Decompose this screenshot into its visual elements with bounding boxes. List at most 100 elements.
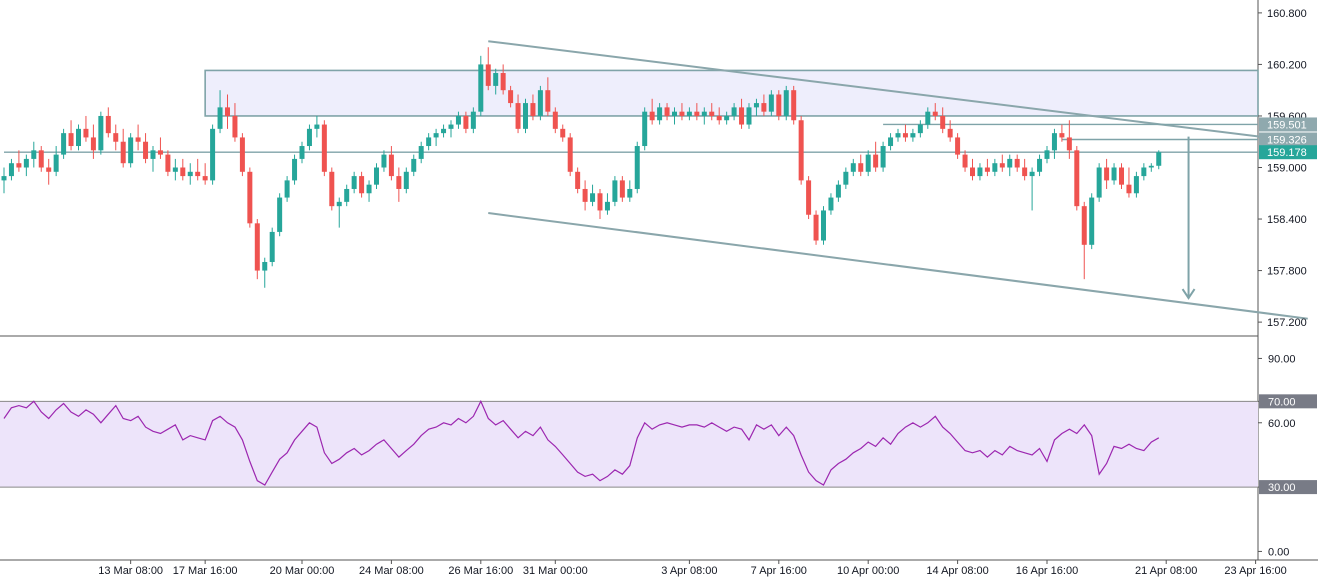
bearish-candle xyxy=(597,188,603,220)
bearish-candle xyxy=(940,107,946,134)
candle-body xyxy=(98,115,104,151)
candle-body xyxy=(530,103,536,116)
candle-body xyxy=(992,163,998,172)
price-tick-label: 159.000 xyxy=(1267,163,1307,175)
upper-channel-trendline xyxy=(488,40,1308,144)
candle-body xyxy=(120,141,126,164)
bullish-candle xyxy=(1,167,7,194)
bullish-candle xyxy=(835,180,841,202)
rsi-tick-label: 60.00 xyxy=(1268,418,1296,430)
candle-body xyxy=(865,154,871,172)
price-marker-background xyxy=(1259,145,1317,160)
price-axis: 157.200157.800158.400159.000159.600160.2… xyxy=(1258,8,1317,329)
candle-body xyxy=(902,133,908,138)
annotation-layer xyxy=(4,40,1308,320)
bearish-candle xyxy=(225,94,230,129)
bearish-candle xyxy=(359,171,365,198)
candle-body xyxy=(105,115,111,134)
candle-body xyxy=(880,146,886,168)
candle-body xyxy=(336,201,342,207)
price-marker-label: 159.501 xyxy=(1267,119,1307,131)
bearish-candle xyxy=(239,133,245,177)
bullish-candle xyxy=(426,133,432,151)
time-tick-label: 20 Mar 00:00 xyxy=(270,565,335,577)
bearish-candle xyxy=(143,133,149,164)
bearish-candle xyxy=(105,107,111,138)
bearish-candle xyxy=(932,103,938,121)
rsi-axis: 0.00 30.00 60.00 70.00 90.00 xyxy=(1258,353,1317,558)
bearish-candle xyxy=(388,146,394,181)
candle-body xyxy=(1014,158,1020,168)
candle-body xyxy=(329,171,335,207)
candle-body xyxy=(523,103,528,129)
bullish-candle xyxy=(277,193,283,237)
candle-body xyxy=(83,128,89,138)
candle-body xyxy=(791,90,797,121)
candle-body xyxy=(604,201,610,211)
candle-body xyxy=(172,167,178,172)
bullish-candle xyxy=(299,141,305,164)
candle-body xyxy=(537,90,543,116)
bearish-candle xyxy=(1022,158,1028,181)
bullish-candle xyxy=(1111,163,1117,185)
candle-body xyxy=(403,171,409,189)
bearish-candle xyxy=(545,77,551,116)
candle-body xyxy=(1074,150,1080,207)
candle-body xyxy=(776,94,782,116)
bullish-candle xyxy=(634,141,640,194)
candle-body xyxy=(895,133,901,138)
candle-body xyxy=(500,73,506,91)
bullish-candle xyxy=(604,193,610,215)
candle-body xyxy=(940,115,946,129)
bearish-candle xyxy=(962,150,968,172)
bearish-candle xyxy=(120,128,126,168)
candle-body xyxy=(806,180,812,215)
bearish-candle xyxy=(947,120,953,142)
candle-body xyxy=(90,137,96,151)
price-marker-background xyxy=(1259,132,1317,147)
candle-body xyxy=(627,188,633,198)
bearish-candle xyxy=(999,154,1005,172)
candle-body xyxy=(739,107,745,125)
candle-body xyxy=(239,137,245,172)
bullish-candle xyxy=(523,98,528,134)
bullish-candle xyxy=(366,180,372,202)
candle-body xyxy=(143,141,149,159)
bullish-candle xyxy=(672,107,677,125)
candle-body xyxy=(679,111,685,116)
bullish-candle xyxy=(724,111,730,125)
candle-body xyxy=(1126,184,1132,194)
price-tick-label: 160.800 xyxy=(1267,8,1307,20)
candle-body xyxy=(165,154,171,172)
bullish-candle xyxy=(478,55,484,116)
bullish-candle xyxy=(888,133,894,151)
candle-body xyxy=(1089,197,1095,245)
bullish-candle xyxy=(433,128,439,147)
candle-body xyxy=(686,111,692,116)
candle-body xyxy=(68,133,74,147)
bullish-candle xyxy=(53,146,59,177)
bullish-candle xyxy=(470,107,476,134)
time-axis: 13 Mar 08:00 17 Mar 16:00 20 Mar 00:00 24 M… xyxy=(98,560,1287,577)
projection-arrow-head xyxy=(1181,288,1196,300)
bullish-candle xyxy=(1133,171,1139,198)
price-marker: 159.326 xyxy=(1259,132,1317,147)
bearish-candle xyxy=(515,94,521,134)
bearish-candle xyxy=(463,111,469,134)
bullish-candle xyxy=(1051,128,1057,159)
bullish-candle xyxy=(657,103,663,125)
candle-body xyxy=(31,150,37,159)
bullish-candle xyxy=(977,163,983,181)
price-tick-label: 157.800 xyxy=(1267,266,1307,278)
bullish-candle xyxy=(917,120,923,138)
bullish-candle xyxy=(172,158,178,181)
bullish-candle xyxy=(1089,193,1095,250)
candle-body xyxy=(1066,137,1072,151)
bearish-candle xyxy=(902,124,908,142)
bearish-candle xyxy=(1104,158,1110,189)
candle-body xyxy=(1148,165,1154,168)
time-tick-label: 13 Mar 08:00 xyxy=(98,565,163,577)
time-tick-label: 23 Apr 16:00 xyxy=(1224,565,1286,577)
bearish-candle xyxy=(806,176,812,220)
